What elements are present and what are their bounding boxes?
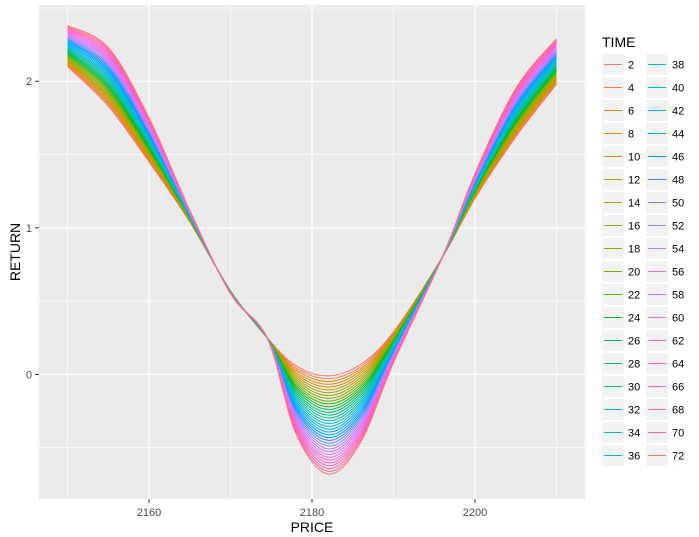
legend-item: 48 xyxy=(646,169,684,190)
legend-item: 6 xyxy=(602,100,634,121)
legend-item: 34 xyxy=(602,422,640,443)
legend-item: 70 xyxy=(646,422,684,443)
legend-label: 68 xyxy=(672,405,684,417)
legend-label: 18 xyxy=(628,244,640,256)
legend-item: 10 xyxy=(602,146,640,167)
legend-title: TIME xyxy=(602,34,635,50)
legend-item: 60 xyxy=(646,307,684,328)
legend-label: 26 xyxy=(628,336,640,348)
legend-label: 46 xyxy=(672,152,684,164)
y-tick-label: 2 xyxy=(26,76,32,88)
legend-label: 38 xyxy=(672,60,684,72)
legend-label: 4 xyxy=(628,83,634,95)
legend-label: 70 xyxy=(672,428,684,440)
legend-item: 32 xyxy=(602,399,640,420)
legend-label: 24 xyxy=(628,313,640,325)
legend-item: 40 xyxy=(646,77,684,98)
legend-label: 14 xyxy=(628,198,640,210)
legend-item: 66 xyxy=(646,376,684,397)
legend-item: 72 xyxy=(646,445,684,466)
legend-item: 42 xyxy=(646,100,684,121)
y-tick-label: 1 xyxy=(26,223,32,235)
legend-label: 6 xyxy=(628,106,634,118)
y-axis-ticks: 0 1 2 xyxy=(26,76,39,381)
legend-item: 52 xyxy=(646,215,684,236)
legend-label: 28 xyxy=(628,359,640,371)
legend-label: 10 xyxy=(628,152,640,164)
legend-item: 28 xyxy=(602,353,640,374)
series-lines xyxy=(67,25,557,475)
x-tick-label: 2180 xyxy=(300,507,324,519)
legend-item: 68 xyxy=(646,399,684,420)
legend-label: 22 xyxy=(628,290,640,302)
legend-label: 32 xyxy=(628,405,640,417)
x-tick-label: 2200 xyxy=(463,507,487,519)
legend-label: 48 xyxy=(672,175,684,187)
legend-label: 34 xyxy=(628,428,640,440)
legend-label: 54 xyxy=(672,244,684,256)
legend-item: 50 xyxy=(646,192,684,213)
legend-item: 22 xyxy=(602,284,640,305)
x-axis-ticks: 2160 2180 2200 xyxy=(137,499,487,519)
legend-label: 12 xyxy=(628,175,640,187)
legend-label: 8 xyxy=(628,129,634,141)
legend-item: 26 xyxy=(602,330,640,351)
legend-item: 14 xyxy=(602,192,640,213)
legend-item: 62 xyxy=(646,330,684,351)
series-line-time-72 xyxy=(67,25,557,475)
x-axis-title: PRICE xyxy=(291,519,334,535)
legend-item: 46 xyxy=(646,146,684,167)
legend-label: 36 xyxy=(628,451,640,463)
legend-item: 64 xyxy=(646,353,684,374)
y-axis-title: RETURN xyxy=(7,223,23,281)
legend-item: 24 xyxy=(602,307,640,328)
y-tick-label: 0 xyxy=(26,369,32,381)
x-tick-label: 2160 xyxy=(137,507,161,519)
legend-item: 44 xyxy=(646,123,684,144)
legend-label: 40 xyxy=(672,83,684,95)
legend-label: 56 xyxy=(672,267,684,279)
legend-label: 60 xyxy=(672,313,684,325)
legend-item: 2 xyxy=(602,54,634,75)
legend-item: 18 xyxy=(602,238,640,259)
legend-label: 16 xyxy=(628,221,640,233)
legend-item: 16 xyxy=(602,215,640,236)
legend-label: 72 xyxy=(672,451,684,463)
legend-item: 58 xyxy=(646,284,684,305)
legend-item: 36 xyxy=(602,445,640,466)
legend-label: 44 xyxy=(672,129,684,141)
legend-label: 20 xyxy=(628,267,640,279)
legend-item: 20 xyxy=(602,261,640,282)
legend-label: 42 xyxy=(672,106,684,118)
legend-label: 30 xyxy=(628,382,640,394)
legend-item: 12 xyxy=(602,169,640,190)
legend-label: 2 xyxy=(628,60,634,72)
legend-label: 58 xyxy=(672,290,684,302)
legend-item: 54 xyxy=(646,238,684,259)
legend-item: 4 xyxy=(602,77,634,98)
legend-item: 30 xyxy=(602,376,640,397)
legend-label: 62 xyxy=(672,336,684,348)
legend-label: 66 xyxy=(672,382,684,394)
legend-label: 52 xyxy=(672,221,684,233)
legend-item: 56 xyxy=(646,261,684,282)
legend-label: 64 xyxy=(672,359,684,371)
legend: TIME 24681012141618202224262830323436384… xyxy=(602,34,684,466)
legend-item: 8 xyxy=(602,123,634,144)
legend-item: 38 xyxy=(646,54,684,75)
legend-label: 50 xyxy=(672,198,684,210)
